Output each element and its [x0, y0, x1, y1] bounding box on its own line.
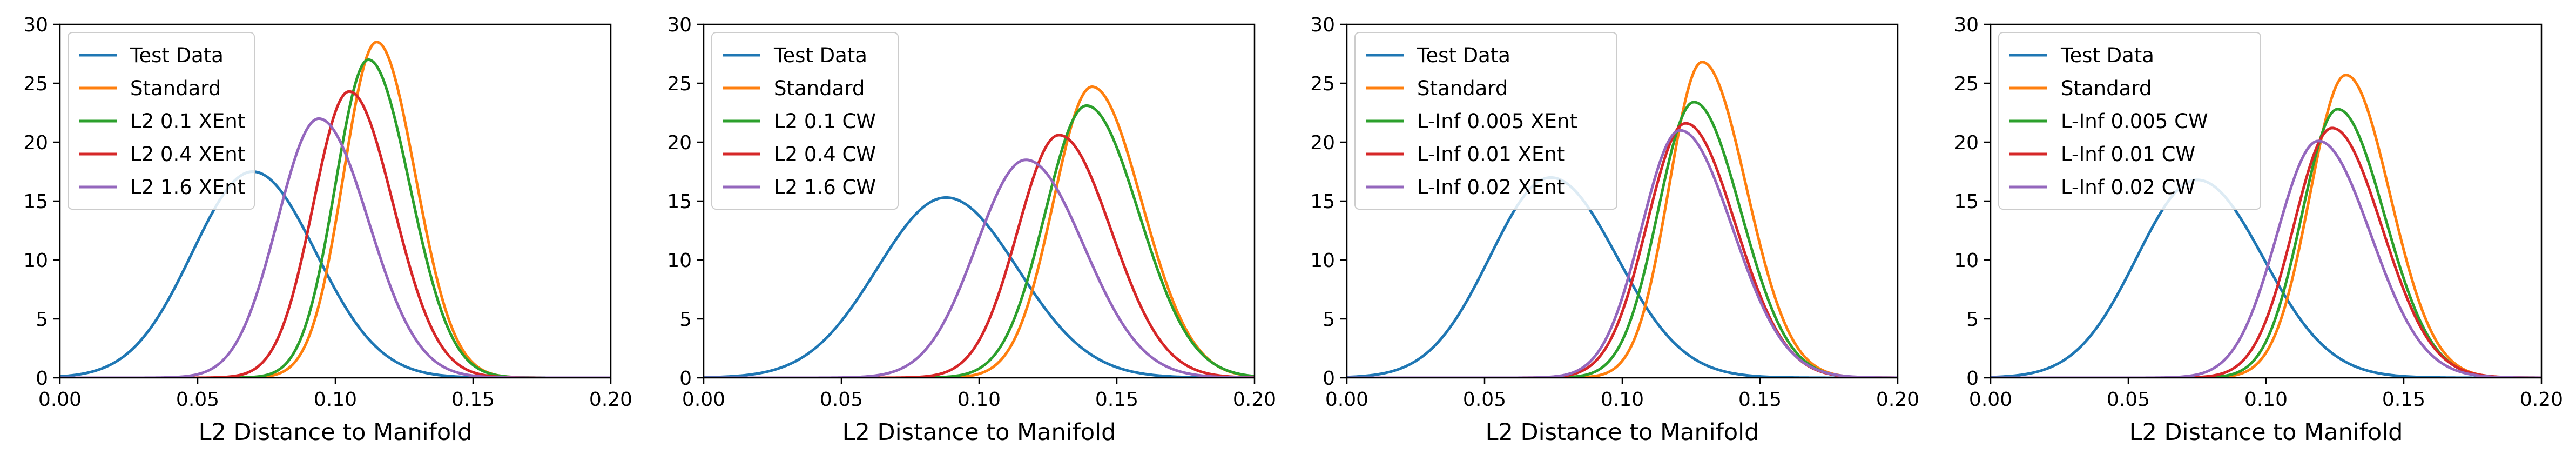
- legend-label: Standard: [1417, 77, 1508, 100]
- series-line-l-inf-0-01-cw: [1991, 126, 2541, 378]
- legend-label: L2 0.4 XEnt: [130, 143, 245, 166]
- legend-label: L-Inf 0.02 CW: [2061, 176, 2195, 199]
- y-tick-label: 5: [1323, 309, 1335, 331]
- x-tick-label: 0.00: [38, 389, 82, 411]
- x-tick-label: 0.15: [451, 389, 495, 411]
- y-tick-label: 0: [1966, 368, 1979, 390]
- series-line-l2-0-4-cw: [704, 134, 1255, 378]
- legend-label: L2 1.6 XEnt: [130, 176, 245, 199]
- x-tick-label: 0.00: [1325, 389, 1368, 411]
- legend-label: L2 0.1 CW: [774, 110, 876, 133]
- series-line-l2-0-1-cw: [704, 104, 1255, 378]
- y-tick-label: 5: [36, 309, 48, 331]
- series-line-test-data: [704, 196, 1255, 378]
- legend-label: Standard: [2061, 77, 2152, 100]
- legend-label: Test Data: [1417, 44, 1510, 67]
- x-tick-label: 0.10: [314, 389, 357, 411]
- y-tick-label: 15: [667, 191, 692, 213]
- y-tick-label: 5: [679, 309, 692, 331]
- y-tick-label: 30: [667, 14, 692, 36]
- y-tick-label: 25: [1954, 73, 1979, 95]
- x-tick-label: 0.15: [2382, 389, 2425, 411]
- legend-label: L-Inf 0.01 CW: [2061, 143, 2195, 166]
- legend: Test Data Standard L2 0.1 CW L2 0.4 CW L2 1.…: [711, 32, 899, 210]
- x-tick-label: 0.20: [589, 389, 632, 411]
- chart-panel-3: 0.00 0.05 0.10 0.15 0.20 0 5 10 15 20 25 30 L2 Dista…: [1310, 14, 1919, 446]
- x-axis-label: L2 Distance to Manifold: [842, 419, 1116, 446]
- x-tick-label: 0.00: [1969, 389, 2012, 411]
- y-tick-label: 20: [23, 132, 48, 154]
- legend-label: L2 1.6 CW: [774, 176, 876, 199]
- y-tick-label: 20: [1954, 132, 1979, 154]
- chart-panel-4: 0.00 0.05 0.10 0.15 0.20 0 5 10 15 20 25 30 L2 Dista…: [1954, 14, 2563, 446]
- y-tick-label: 20: [1310, 132, 1335, 154]
- series-line-l-inf-0-02-xent: [1347, 129, 1898, 378]
- legend-label: L2 0.4 CW: [774, 143, 876, 166]
- legend-box: [68, 32, 255, 210]
- y-tick-label: 30: [1310, 14, 1335, 36]
- x-axis-label: L2 Distance to Manifold: [199, 419, 473, 446]
- x-tick-label: 0.05: [2107, 389, 2150, 411]
- legend-box: [1354, 32, 1617, 210]
- x-tick-label: 0.20: [1876, 389, 1919, 411]
- legend-label: L2 0.1 XEnt: [130, 110, 245, 133]
- legend-label: Test Data: [2060, 44, 2154, 67]
- x-tick-label: 0.20: [2520, 389, 2563, 411]
- legend-label: Standard: [774, 77, 865, 100]
- legend-label: L-Inf 0.005 XEnt: [1417, 110, 1577, 133]
- y-tick-label: 10: [667, 250, 692, 272]
- series-line-standard: [1347, 61, 1898, 378]
- x-tick-label: 0.10: [957, 389, 1001, 411]
- y-tick-label: 0: [36, 368, 48, 390]
- y-tick-label: 25: [23, 73, 48, 95]
- series-line-l-inf-0-02-cw: [1991, 139, 2541, 378]
- y-tick-label: 25: [1310, 73, 1335, 95]
- legend-box: [711, 32, 899, 210]
- chart-panel-1: 0.00 0.05 0.10 0.15 0.20 0 5 10 15 20 25 30 L2 Dista…: [23, 14, 632, 446]
- y-tick-label: 10: [1310, 250, 1335, 272]
- x-tick-label: 0.15: [1095, 389, 1138, 411]
- legend-label: Test Data: [130, 44, 224, 67]
- y-tick-label: 10: [23, 250, 48, 272]
- x-tick-label: 0.00: [682, 389, 725, 411]
- x-axis-label: L2 Distance to Manifold: [1486, 419, 1759, 446]
- y-tick-label: 20: [667, 132, 692, 154]
- legend: Test Data Standard L-Inf 0.005 CW L-Inf 0.0…: [1998, 32, 2261, 210]
- x-tick-label: 0.05: [1463, 389, 1506, 411]
- series-line-l-inf-0-005-xent: [1347, 101, 1898, 378]
- legend-box: [1998, 32, 2261, 210]
- y-tick-label: 0: [1323, 368, 1335, 390]
- y-tick-label: 25: [667, 73, 692, 95]
- series-line-standard: [704, 85, 1255, 378]
- legend-label: L-Inf 0.005 CW: [2061, 110, 2208, 133]
- legend: Test Data Standard L-Inf 0.005 XEnt L-Inf 0…: [1354, 32, 1617, 210]
- x-tick-label: 0.10: [2244, 389, 2288, 411]
- y-tick-label: 5: [1966, 309, 1979, 331]
- x-tick-label: 0.05: [820, 389, 863, 411]
- x-tick-label: 0.15: [1738, 389, 1782, 411]
- x-tick-label: 0.05: [176, 389, 219, 411]
- x-axis-label: L2 Distance to Manifold: [2129, 419, 2403, 446]
- legend: Test Data Standard L2 0.1 XEnt L2 0.4 XEnt L…: [68, 32, 255, 210]
- x-tick-label: 0.20: [1233, 389, 1276, 411]
- legend-label: L-Inf 0.01 XEnt: [1417, 143, 1565, 166]
- chart-panel-2: 0.00 0.05 0.10 0.15 0.20 0 5 10 15 20 25 30 L2 Dista…: [667, 14, 1276, 446]
- series-line-standard: [1991, 74, 2541, 378]
- y-tick-label: 10: [1954, 250, 1979, 272]
- x-tick-label: 0.10: [1601, 389, 1644, 411]
- legend-label: Test Data: [773, 44, 867, 67]
- y-tick-label: 15: [1310, 191, 1335, 213]
- y-tick-label: 30: [1954, 14, 1979, 36]
- series-group: [1991, 74, 2541, 378]
- legend-label: Standard: [130, 77, 221, 100]
- y-tick-label: 15: [23, 191, 48, 213]
- y-tick-label: 30: [23, 14, 48, 36]
- y-tick-label: 15: [1954, 191, 1979, 213]
- y-tick-label: 0: [679, 368, 692, 390]
- legend-label: L-Inf 0.02 XEnt: [1417, 176, 1565, 199]
